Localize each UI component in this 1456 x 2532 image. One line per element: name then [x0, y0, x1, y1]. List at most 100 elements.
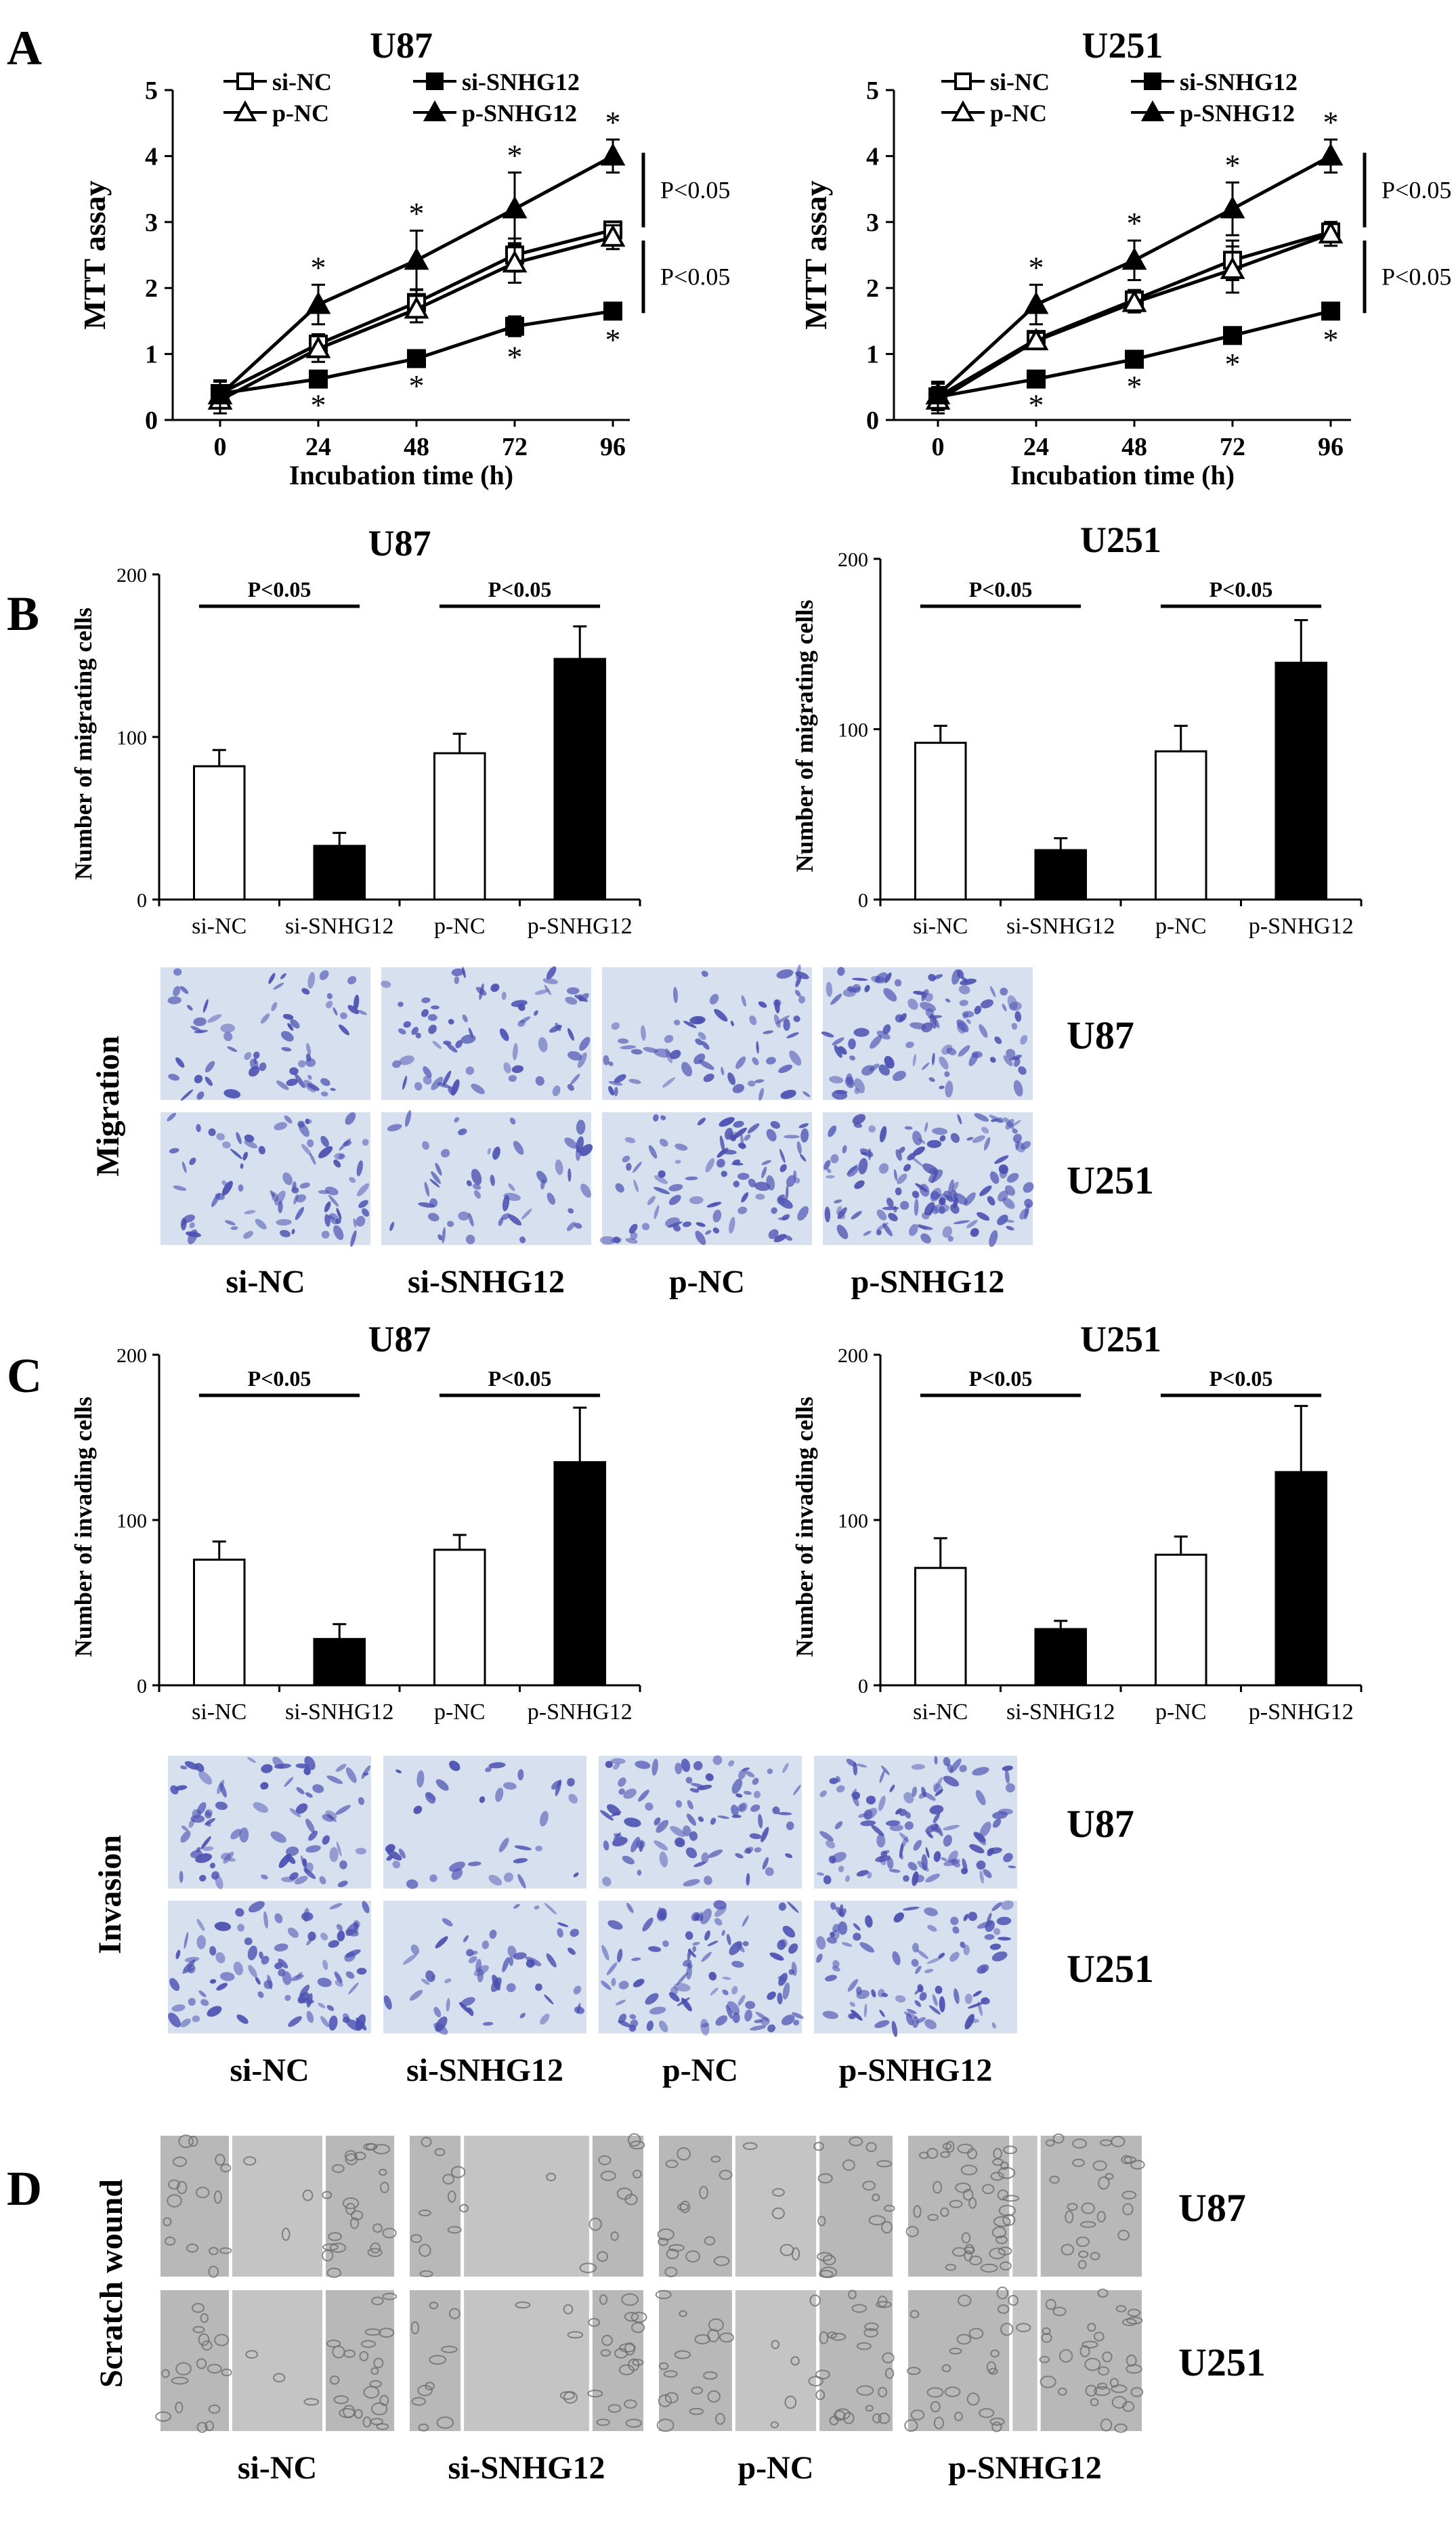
category-label: p-SNHG12 — [528, 1700, 633, 1725]
stained-cell — [620, 1045, 637, 1050]
cell-outline — [822, 2254, 836, 2266]
stained-cell — [954, 1988, 960, 2004]
stained-cell — [356, 1183, 370, 1197]
stained-cell — [567, 1084, 574, 1091]
stained-cell — [198, 1990, 207, 1998]
stained-cell — [931, 1015, 940, 1028]
significance-star: * — [1225, 347, 1241, 381]
stained-cell — [912, 1053, 916, 1067]
stained-cell — [795, 971, 809, 979]
stained-cell — [899, 1832, 909, 1842]
stained-cell — [721, 1067, 725, 1076]
stained-cell — [991, 1118, 998, 1122]
stained-cell — [267, 1975, 273, 1989]
stained-cell — [446, 1998, 450, 2012]
stained-cell — [777, 1217, 789, 1221]
cell-outline — [379, 2168, 387, 2176]
cell-outline — [989, 2248, 1006, 2260]
stained-cell — [286, 1078, 298, 1086]
stained-cell — [958, 985, 970, 994]
cell-outline — [813, 2141, 824, 2151]
data-point-p-NC — [502, 250, 528, 273]
stained-cell — [918, 1225, 933, 1230]
stained-cell — [934, 1756, 938, 1765]
stained-cell — [695, 1038, 703, 1046]
stained-cell — [1020, 1034, 1028, 1045]
y-tick-label: 4 — [866, 142, 879, 171]
data-point-si-SNHG12 — [1321, 301, 1340, 321]
stained-cell — [296, 1787, 305, 1794]
stained-cell — [956, 1021, 966, 1034]
cell-outline — [630, 2322, 645, 2334]
stained-cell — [648, 1946, 662, 1952]
cell-outline — [1081, 2202, 1096, 2214]
legend-marker — [423, 100, 447, 121]
stained-cell — [742, 1941, 749, 1947]
column-label: p-NC — [737, 2450, 813, 2486]
cell-outline — [588, 2317, 601, 2327]
stained-cell — [431, 1076, 444, 1091]
bar-p-SNHG12 — [553, 1461, 607, 1687]
stained-cell — [187, 1005, 193, 1011]
stained-cell — [517, 1769, 524, 1781]
stained-cell — [618, 1981, 629, 1990]
stained-cell — [278, 1200, 283, 1214]
stained-cell — [904, 1126, 913, 1130]
stained-cell — [207, 2006, 222, 2017]
stained-cell — [881, 1993, 888, 1998]
stained-cell — [190, 1815, 205, 1823]
stained-cell — [994, 1036, 1002, 1045]
stained-cell — [1005, 1783, 1015, 1793]
stained-cell — [387, 1124, 402, 1132]
stained-cell — [175, 1949, 181, 1960]
stained-cell — [924, 2019, 937, 2029]
stained-cell — [719, 1135, 725, 1152]
stained-cell — [519, 1236, 526, 1244]
cell-outline — [878, 2412, 891, 2424]
stained-cell — [409, 1989, 423, 2001]
stained-cell — [339, 1860, 347, 1870]
stained-cell — [535, 1983, 542, 1991]
stained-cell — [320, 2016, 329, 2027]
stained-cell — [832, 1037, 844, 1046]
data-point-si-SNHG12 — [1027, 369, 1046, 389]
stained-cell — [998, 1164, 1008, 1175]
stained-cell — [423, 1076, 432, 1085]
stained-cell — [228, 1857, 236, 1862]
cell-outline — [878, 2386, 888, 2398]
stained-cell — [362, 1901, 370, 1914]
stained-cell — [997, 1215, 1008, 1225]
bracket-label: P<0.05 — [1382, 177, 1451, 204]
stained-cell — [320, 1933, 328, 1941]
stained-cell — [713, 1900, 727, 1910]
stained-cell — [752, 1057, 759, 1065]
cell-outline — [1098, 2366, 1110, 2376]
stained-cell — [939, 1085, 945, 1089]
stained-cell — [1006, 1173, 1019, 1183]
stained-cell — [732, 1127, 747, 1139]
cell-outline — [815, 2389, 826, 2401]
stained-cell — [442, 1227, 446, 1244]
cell-outline — [610, 2231, 619, 2241]
cell-outline — [1000, 2161, 1009, 2170]
stained-cell — [602, 1876, 612, 1886]
stained-cell — [617, 1949, 623, 1963]
stained-cell — [421, 1009, 429, 1017]
cell-outline — [956, 2334, 972, 2345]
scratch-gap — [733, 2136, 818, 2277]
stained-cell — [925, 1008, 934, 1017]
stained-cell — [261, 1013, 270, 1024]
stained-cell — [503, 1781, 517, 1790]
stained-cell — [395, 1769, 402, 1773]
stained-cell — [322, 1835, 330, 1845]
cell-outline — [961, 2232, 971, 2244]
cell-outline — [909, 2310, 920, 2319]
stained-cell — [253, 1051, 260, 1059]
image-tile-U87-si-NC — [160, 2134, 397, 2278]
stained-cell — [345, 1112, 356, 1125]
cell-outline — [419, 2243, 431, 2257]
stained-cell — [842, 988, 856, 997]
y-tick-label: 1 — [866, 341, 879, 369]
cell-outline — [370, 2242, 381, 2254]
